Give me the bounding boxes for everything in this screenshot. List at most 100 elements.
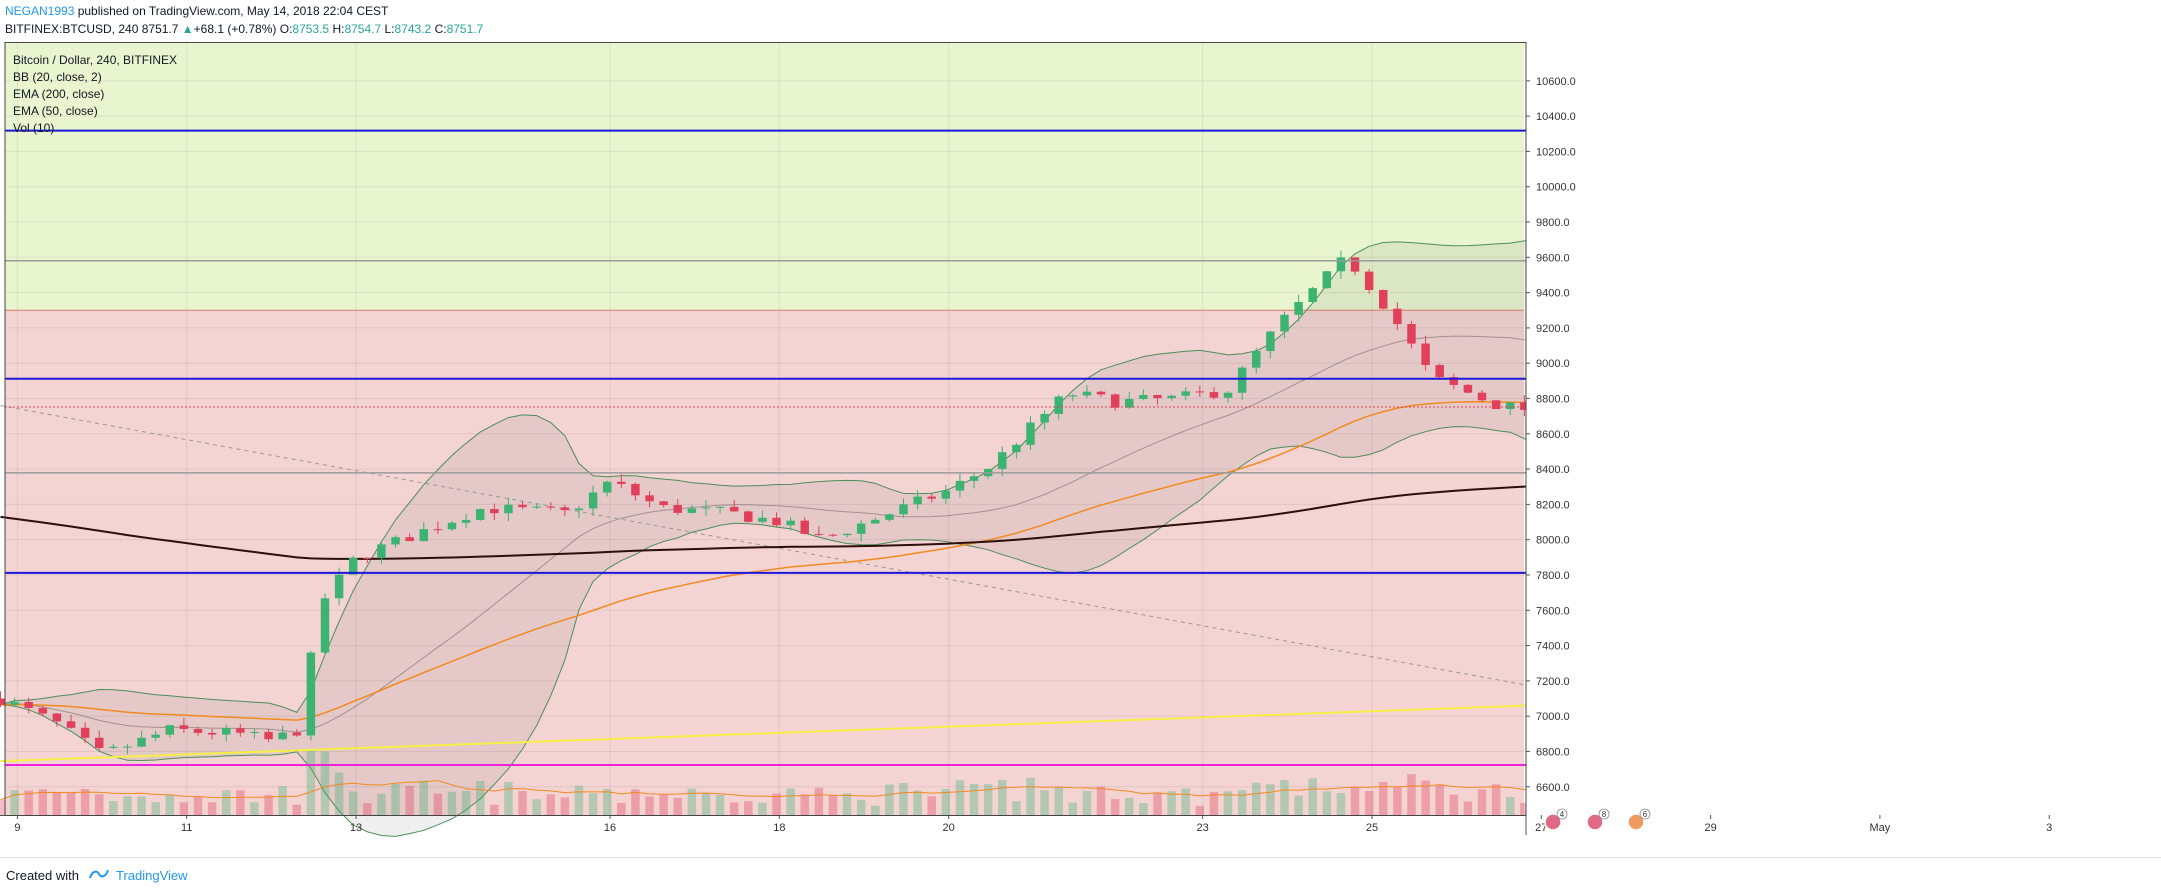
candle-body[interactable]	[1054, 397, 1062, 414]
candle-body[interactable]	[208, 733, 216, 735]
candle-body[interactable]	[1040, 414, 1048, 423]
candle-body[interactable]	[631, 484, 639, 495]
candle-body[interactable]	[1294, 302, 1302, 315]
candle-body[interactable]	[758, 518, 766, 522]
candle-body[interactable]	[829, 535, 837, 536]
candle-body[interactable]	[462, 520, 470, 523]
candle-body[interactable]	[10, 702, 18, 705]
candle-body[interactable]	[1012, 445, 1020, 452]
candle-body[interactable]	[589, 493, 597, 509]
candle-body[interactable]	[194, 729, 202, 733]
candle-body[interactable]	[1181, 391, 1189, 395]
candle-body[interactable]	[476, 509, 484, 520]
candle-body[interactable]	[1167, 396, 1175, 398]
candle-body[interactable]	[730, 507, 738, 512]
candle-body[interactable]	[716, 507, 724, 508]
candle-body[interactable]	[561, 507, 569, 510]
candle-body[interactable]	[772, 518, 780, 525]
candle-body[interactable]	[1266, 331, 1274, 351]
candle-body[interactable]	[857, 524, 865, 534]
price-axis[interactable]	[1526, 42, 2161, 835]
candle-body[interactable]	[871, 520, 879, 524]
candle-body[interactable]	[1435, 365, 1443, 377]
candle-body[interactable]	[53, 714, 61, 722]
publisher-link[interactable]: NEGAN1993	[5, 4, 74, 18]
candle-body[interactable]	[264, 732, 272, 739]
candle-body[interactable]	[363, 558, 371, 559]
candle-body[interactable]	[1069, 395, 1077, 396]
candle-body[interactable]	[39, 708, 47, 714]
candle-body[interactable]	[377, 544, 385, 558]
candle-body[interactable]	[801, 521, 809, 534]
candle-body[interactable]	[1125, 399, 1133, 408]
candle-body[interactable]	[222, 728, 230, 734]
candle-body[interactable]	[1407, 324, 1415, 343]
candle-body[interactable]	[180, 725, 188, 729]
candle-body[interactable]	[490, 509, 498, 513]
candle-body[interactable]	[998, 452, 1006, 469]
candle-body[interactable]	[250, 732, 258, 733]
candle-body[interactable]	[674, 505, 682, 513]
candle-body[interactable]	[843, 534, 851, 535]
candle-body[interactable]	[603, 482, 611, 493]
candle-body[interactable]	[645, 495, 653, 501]
tradingview-brand-link[interactable]: TradingView	[116, 868, 188, 883]
candle-body[interactable]	[236, 728, 244, 733]
candle-body[interactable]	[547, 507, 555, 508]
candle-body[interactable]	[1323, 271, 1331, 288]
candle-body[interactable]	[913, 497, 921, 505]
candle-body[interactable]	[321, 598, 329, 652]
candle-body[interactable]	[1421, 344, 1429, 365]
candle-body[interactable]	[391, 537, 399, 544]
candle-body[interactable]	[166, 725, 174, 734]
candle-body[interactable]	[293, 733, 301, 736]
candle-body[interactable]	[518, 505, 526, 507]
candle-body[interactable]	[123, 747, 131, 748]
candle-body[interactable]	[278, 733, 286, 740]
candle-body[interactable]	[1478, 393, 1486, 401]
candle-body[interactable]	[81, 728, 89, 738]
candle-body[interactable]	[0, 699, 5, 705]
candle-body[interactable]	[1252, 351, 1260, 368]
candle-body[interactable]	[1308, 288, 1316, 302]
candle-body[interactable]	[575, 508, 583, 510]
candle-body[interactable]	[659, 501, 667, 505]
candle-body[interactable]	[95, 738, 103, 748]
candle-body[interactable]	[448, 523, 456, 529]
candle-body[interactable]	[307, 653, 315, 736]
candle-body[interactable]	[899, 504, 907, 514]
candle-body[interactable]	[405, 537, 413, 541]
candle-body[interactable]	[702, 507, 710, 508]
candle-body[interactable]	[1026, 423, 1034, 445]
candle-body[interactable]	[1379, 290, 1387, 309]
candle-body[interactable]	[942, 491, 950, 499]
candle-body[interactable]	[1224, 393, 1232, 398]
candle-body[interactable]	[1365, 272, 1373, 290]
candle-body[interactable]	[420, 529, 428, 541]
candle-body[interactable]	[1393, 309, 1401, 324]
candle-body[interactable]	[1337, 257, 1345, 271]
candle-body[interactable]	[1506, 402, 1514, 409]
candle-body[interactable]	[688, 508, 696, 513]
candle-body[interactable]	[504, 505, 512, 513]
candle-body[interactable]	[1097, 392, 1105, 395]
candle-body[interactable]	[1111, 394, 1119, 407]
candle-body[interactable]	[1238, 368, 1246, 393]
candle-body[interactable]	[109, 747, 117, 748]
candle-body[interactable]	[335, 575, 343, 599]
candle-body[interactable]	[927, 497, 935, 499]
candle-body[interactable]	[744, 511, 752, 521]
candle-body[interactable]	[1280, 315, 1288, 332]
candle-body[interactable]	[970, 476, 978, 481]
candle-body[interactable]	[1210, 392, 1218, 398]
candle-body[interactable]	[956, 481, 964, 491]
candle-body[interactable]	[1153, 395, 1161, 398]
candle-body[interactable]	[1196, 391, 1204, 392]
candle-body[interactable]	[532, 507, 540, 508]
candle-body[interactable]	[617, 482, 625, 484]
candle-body[interactable]	[1351, 257, 1359, 271]
candle-body[interactable]	[885, 514, 893, 520]
candle-body[interactable]	[24, 702, 32, 708]
candle-body[interactable]	[434, 529, 442, 530]
candle-body[interactable]	[1464, 385, 1472, 393]
